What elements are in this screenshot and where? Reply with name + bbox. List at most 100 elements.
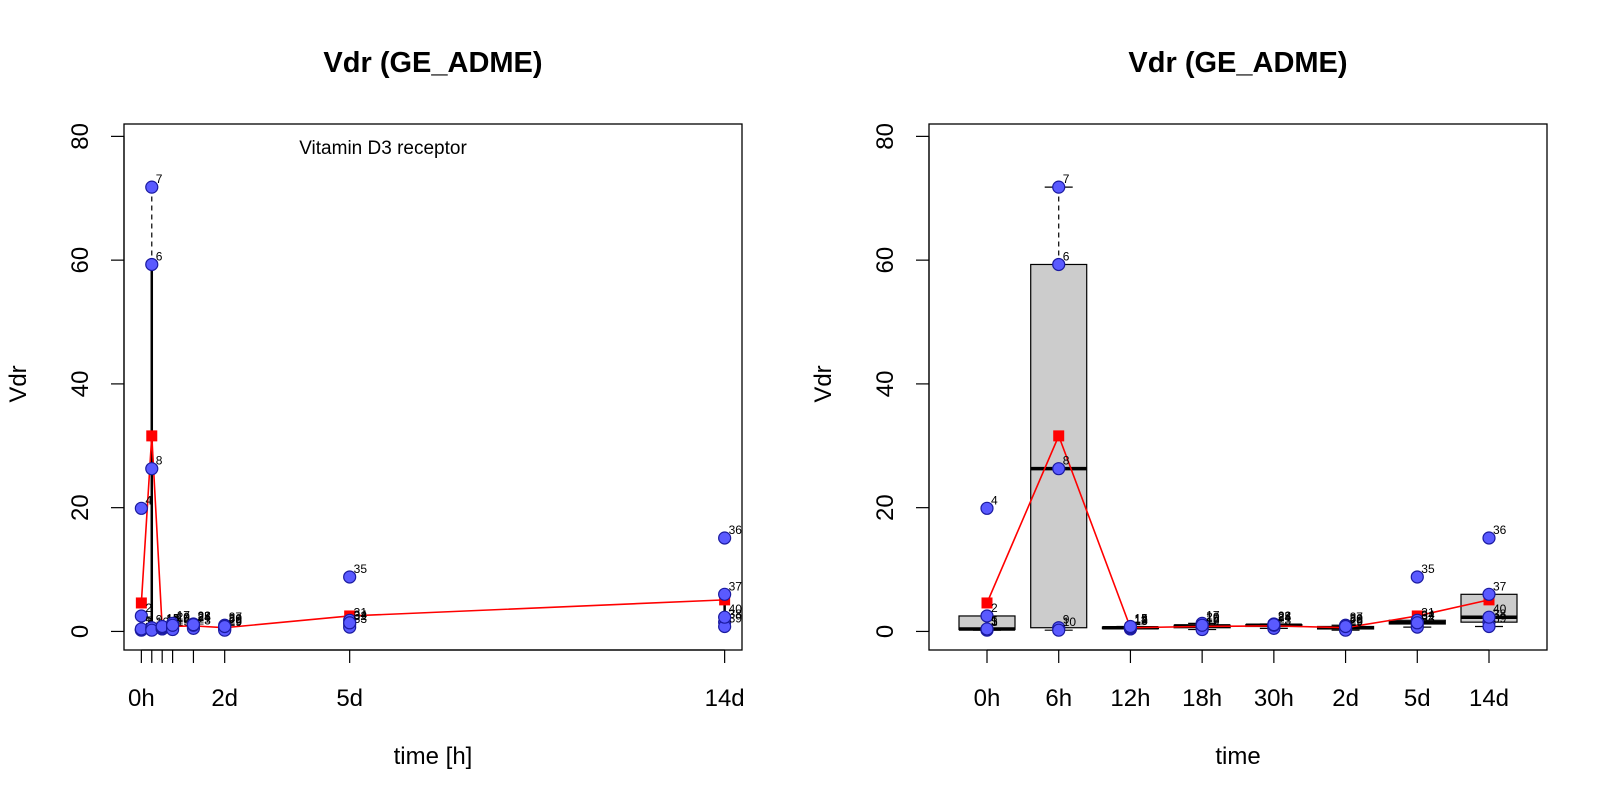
data-point-label: 12 (1134, 612, 1148, 626)
x-tick-label: 12h (1110, 685, 1150, 712)
data-point-label: 30 (229, 611, 243, 625)
data-point-label: 30 (1350, 611, 1364, 625)
panel1-points: 1234567891011121314151617181920212223242… (134, 172, 743, 637)
data-point (1123, 619, 1138, 634)
data-point (343, 570, 357, 584)
data-point (218, 619, 232, 634)
data-point-label: 38 (729, 607, 743, 621)
data-point-label: 34 (1421, 608, 1435, 622)
data-point (186, 618, 201, 632)
data-point-label: 28 (229, 613, 243, 627)
data-point (145, 257, 159, 272)
data-point-label: 33 (354, 612, 368, 626)
data-point-label: 40 (1493, 602, 1507, 616)
data-point (1052, 462, 1066, 476)
data-point (718, 531, 732, 545)
data-point (134, 609, 148, 623)
box-body (1030, 263, 1088, 629)
y-tick-label: 40 (67, 371, 94, 398)
data-point-label: 25 (197, 610, 211, 624)
data-point-label: 26 (1350, 614, 1364, 628)
x-tick-label: 5d (1404, 685, 1431, 712)
data-point-label: 32 (1421, 609, 1435, 623)
data-point-label: 39 (729, 611, 743, 625)
data-point-label: 20 (1206, 610, 1220, 624)
data-point-label: 16 (177, 611, 191, 625)
data-point-label: 29 (229, 615, 243, 629)
data-point-label: 3 (991, 615, 998, 629)
data-point-label: 15 (1134, 611, 1148, 625)
data-point-label: 35 (1421, 562, 1435, 576)
data-point-label: 17 (1206, 608, 1220, 622)
data-point (1052, 257, 1066, 272)
data-point-label: 24 (1278, 610, 1292, 624)
box-6h (1030, 186, 1088, 631)
data-point-label: 37 (1493, 579, 1507, 593)
data-point-label: 39 (1493, 611, 1507, 625)
data-point-label: 8 (1063, 454, 1070, 468)
panel1-plot-frame (123, 123, 743, 651)
panel1-x-axis-label: time [h] (394, 743, 473, 770)
data-point-label: 14 (1134, 613, 1148, 627)
data-point (1482, 531, 1496, 545)
data-point-label: 31 (354, 605, 368, 619)
data-point-label: 1 (991, 615, 998, 629)
data-point-label: 2 (991, 601, 998, 615)
mean-marker (1053, 430, 1065, 442)
data-point-label: 17 (177, 608, 191, 622)
x-tick-label: 6h (1045, 685, 1072, 712)
data-point (1195, 618, 1209, 632)
data-point-label: 25 (1278, 610, 1292, 624)
data-point-label: 21 (1278, 611, 1292, 625)
x-tick-label: 14d (1469, 685, 1509, 712)
y-tick-label: 80 (872, 123, 899, 150)
data-point-label: 34 (354, 608, 368, 622)
data-point-label: 22 (1278, 609, 1292, 623)
data-point-label: 18 (1206, 613, 1220, 627)
data-point-label: 23 (1278, 613, 1292, 627)
data-point-label: 2 (145, 601, 152, 615)
data-point-label: 4 (145, 493, 152, 507)
y-tick-label: 60 (872, 247, 899, 274)
y-tick-label: 0 (872, 625, 899, 638)
data-point-label: 10 (1063, 615, 1077, 629)
data-point-label: 7 (156, 172, 163, 186)
data-point-label: 36 (729, 523, 743, 537)
data-point (980, 622, 994, 636)
data-point (166, 618, 180, 632)
data-point-label: 20 (177, 610, 191, 624)
data-point-label: 36 (1493, 523, 1507, 537)
time-scatter-panel: Vdr (GE_ADME) Vitamin D3 receptor time [… (5, 47, 745, 770)
data-point (134, 501, 148, 515)
data-point-label: 40 (729, 602, 743, 616)
data-point (145, 180, 159, 194)
x-tick-label: 2d (211, 685, 238, 712)
x-tick-label: 0h (974, 685, 1001, 712)
data-point-label: 37 (729, 579, 743, 593)
data-point (1482, 587, 1496, 601)
y-tick-label: 20 (67, 494, 94, 521)
panel2-plot-frame (928, 123, 1548, 651)
x-tick-label: 0h (128, 685, 155, 712)
data-point-label: 9 (1063, 613, 1070, 627)
data-point-label: 22 (197, 609, 211, 623)
data-point-label: 6 (1063, 249, 1070, 263)
panel1-axes: 0h 2d 5d 14d 0 20 40 60 80 (67, 123, 745, 712)
data-point-label: 13 (1134, 614, 1148, 628)
data-point (1338, 619, 1353, 634)
panel1-range-lines (140, 187, 726, 630)
panel1-y-axis-label: Vdr (5, 365, 32, 402)
mean-marker (981, 597, 993, 609)
mean-marker (135, 597, 147, 609)
data-point-label: 35 (354, 562, 368, 576)
data-point (980, 501, 994, 515)
y-tick-label: 40 (872, 371, 899, 398)
boxplot-panel: Vdr (GE_ADME) time Vdr 0h 6h 12h 18h 30h 2d 5d… (810, 47, 1548, 770)
data-point-label: 4 (991, 493, 998, 507)
data-point (718, 587, 732, 601)
data-point-label: 28 (1350, 613, 1364, 627)
data-point-label: 29 (1350, 615, 1364, 629)
panel2-y-axis-label: Vdr (810, 365, 837, 402)
